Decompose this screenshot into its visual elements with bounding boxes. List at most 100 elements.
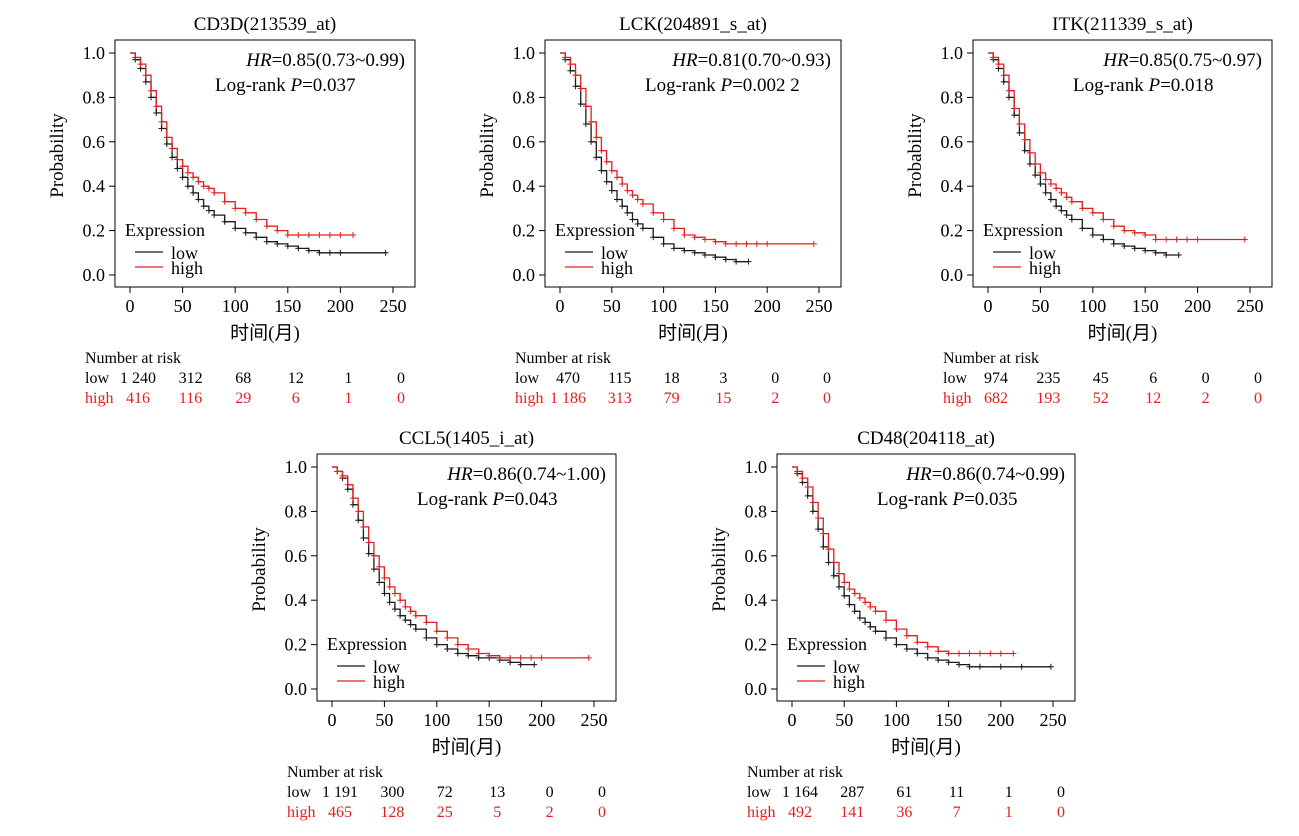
censor-mark-high	[924, 643, 931, 650]
censor-mark-high	[619, 180, 626, 187]
censor-mark-low	[997, 663, 1004, 670]
censor-mark-high	[1100, 216, 1107, 223]
x-tick-label: 250	[1040, 710, 1067, 730]
censor-mark-low	[1058, 207, 1065, 214]
censor-mark-high	[433, 628, 440, 635]
risk-count-high: 29	[235, 390, 251, 407]
censor-mark-high	[205, 185, 212, 192]
censor-mark-low	[856, 614, 863, 621]
y-tick-label: 1.0	[941, 43, 964, 63]
censor-mark-low	[935, 657, 942, 664]
y-tick-label: 0.0	[83, 265, 106, 285]
censor-mark-high	[1089, 209, 1096, 216]
censor-mark-low	[945, 659, 952, 666]
censor-mark-low	[1037, 180, 1044, 187]
risk-count-high: 0	[823, 390, 831, 407]
y-tick-label: 0.6	[83, 132, 106, 152]
censor-mark-high	[1042, 176, 1049, 183]
censor-mark-low	[588, 138, 595, 145]
censor-mark-high	[1194, 236, 1201, 243]
censor-mark-high	[577, 85, 584, 92]
risk-count-high: 12	[1145, 390, 1161, 407]
legend-label-low: low	[833, 657, 860, 677]
censor-mark-low	[326, 249, 333, 256]
x-tick-label: 150	[1132, 296, 1159, 316]
censor-mark-low	[1021, 147, 1028, 154]
risk-row-label-low: low	[287, 784, 311, 801]
censor-mark-low	[1005, 94, 1012, 101]
censor-mark-low	[1063, 212, 1070, 219]
risk-count-high: 1	[344, 390, 352, 407]
legend-label-low: low	[373, 657, 400, 677]
censor-mark-low	[660, 240, 667, 247]
x-tick-label: 200	[1184, 296, 1211, 316]
censor-mark-high	[1241, 236, 1248, 243]
km-panel-1: CD3D(213539_at)0.00.20.40.60.81.00 50 100 1…	[47, 14, 416, 407]
censor-mark-low	[1018, 663, 1025, 670]
risk-count-low: 61	[896, 784, 912, 801]
censor-mark-low	[841, 592, 848, 599]
risk-count-high: 1 186	[550, 390, 586, 407]
censor-mark-high	[221, 198, 228, 205]
risk-count-low: 0	[546, 784, 554, 801]
risk-count-low: 1 191	[322, 784, 358, 801]
censor-mark-high	[670, 225, 677, 232]
risk-count-high: 79	[664, 390, 680, 407]
x-axis-label: 时间(月)	[432, 736, 502, 758]
censor-mark-low	[924, 654, 931, 661]
censor-mark-high	[1053, 185, 1060, 192]
log-rank-annotation: Log-rank P=0.018	[1073, 75, 1214, 96]
risk-count-low: 13	[489, 784, 505, 801]
censor-mark-low	[263, 238, 270, 245]
risk-count-low: 12	[288, 370, 304, 387]
censor-mark-low	[370, 566, 377, 573]
legend-title: Expression	[787, 634, 867, 654]
chart-title: CD3D(213539_at)	[194, 14, 336, 35]
x-axis-label: 时间(月)	[658, 322, 728, 344]
legend-title: Expression	[125, 220, 205, 240]
x-tick-label: 200	[987, 710, 1014, 730]
censor-mark-high	[381, 575, 388, 581]
censor-mark-low	[867, 623, 874, 630]
censor-mark-low	[976, 663, 983, 670]
x-tick-label: 250	[806, 296, 833, 316]
censor-mark-high	[1058, 189, 1065, 196]
censor-mark-high	[613, 174, 620, 181]
censor-mark-low	[1042, 189, 1049, 196]
risk-count-high: 1	[1005, 804, 1013, 821]
risk-count-low: 300	[380, 784, 404, 801]
censor-mark-low	[397, 612, 404, 619]
risk-count-low: 1	[1005, 784, 1013, 801]
censor-mark-high	[142, 72, 149, 79]
censor-mark-high	[893, 626, 900, 633]
censor-mark-high	[882, 617, 889, 624]
risk-table-title: Number at risk	[85, 350, 181, 367]
censor-mark-low	[433, 641, 440, 648]
censor-mark-low	[148, 94, 155, 101]
censor-mark-high	[349, 495, 356, 502]
censor-mark-low	[184, 183, 191, 190]
risk-count-low: 0	[598, 784, 606, 801]
censor-mark-low	[639, 225, 646, 232]
censor-mark-low	[670, 245, 677, 252]
censor-mark-high	[137, 61, 144, 68]
censor-mark-low	[1047, 196, 1054, 203]
censor-mark-high	[253, 216, 260, 223]
risk-count-low: 0	[771, 370, 779, 387]
x-axis-label: 时间(月)	[891, 736, 961, 758]
censor-mark-low	[893, 641, 900, 648]
censor-mark-low	[903, 646, 910, 653]
censor-mark-high	[274, 227, 281, 234]
censor-mark-low	[423, 634, 430, 641]
censor-mark-low	[163, 141, 170, 148]
censor-mark-high	[200, 183, 207, 190]
censor-mark-high	[1110, 223, 1117, 230]
censor-mark-low	[577, 101, 584, 108]
censor-mark-high	[538, 654, 545, 661]
censor-mark-high	[169, 145, 176, 152]
y-axis-label: Probability	[249, 527, 270, 612]
censor-mark-high	[232, 205, 239, 212]
censor-mark-low	[1152, 249, 1159, 256]
hazard-ratio-annotation: HR=0.85(0.73~0.99)	[245, 50, 405, 71]
censor-mark-low	[1000, 78, 1007, 85]
